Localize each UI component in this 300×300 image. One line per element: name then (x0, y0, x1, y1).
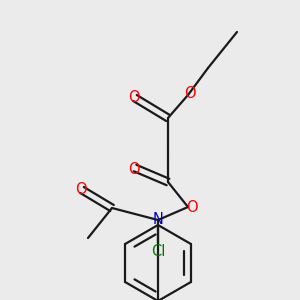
Text: O: O (75, 182, 87, 196)
Text: O: O (186, 200, 198, 214)
Text: Cl: Cl (151, 244, 165, 259)
Text: O: O (184, 86, 196, 101)
Text: O: O (128, 161, 140, 176)
Text: O: O (128, 89, 140, 104)
Text: N: N (153, 212, 164, 226)
